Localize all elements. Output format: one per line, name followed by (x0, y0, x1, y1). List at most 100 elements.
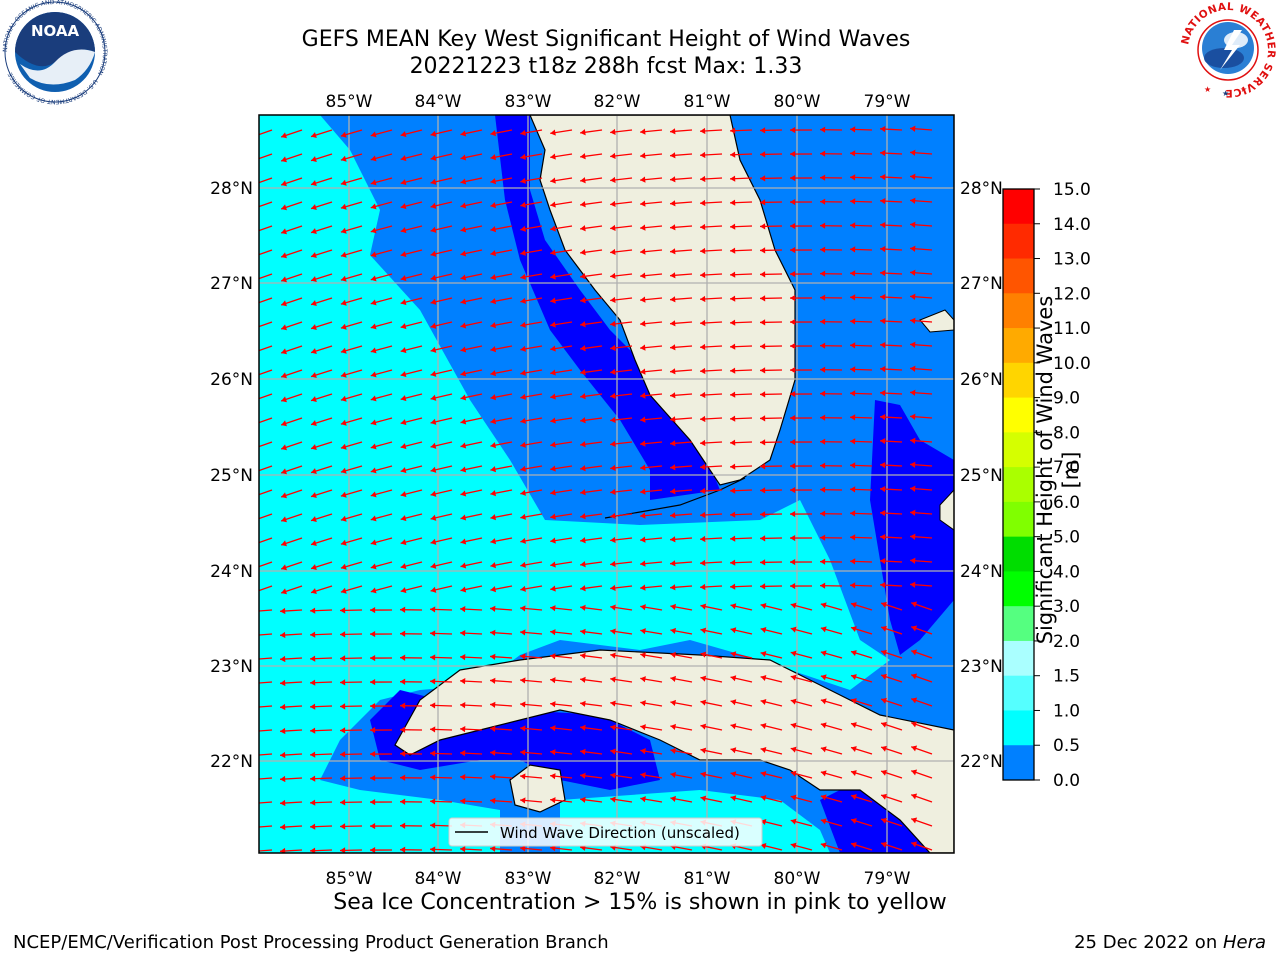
wave-direction-arrow (640, 652, 663, 659)
wave-direction-arrow (369, 846, 393, 853)
wave-direction-arrow (670, 296, 693, 303)
wave-direction-arrow (259, 465, 273, 472)
wave-direction-arrow (699, 295, 723, 303)
wave-direction-arrow (339, 655, 363, 662)
colorbar-segment (1003, 293, 1034, 329)
wave-direction-arrow (369, 726, 393, 734)
wave-direction-arrow (610, 272, 633, 280)
wave-direction-arrow (670, 603, 693, 611)
wave-direction-arrow (430, 129, 453, 137)
wave-direction-arrow (340, 513, 363, 522)
wave-direction-arrow (370, 297, 393, 306)
wave-direction-arrow (370, 177, 393, 186)
wave-direction-arrow (911, 793, 933, 803)
sea-ice-note: Sea Ice Concentration > 15% is shown in … (333, 890, 947, 915)
wave-direction-arrow (729, 367, 753, 374)
colorbar-tick-label: 13.0 (1053, 250, 1091, 270)
wave-direction-arrow (259, 825, 273, 828)
wave-direction-arrow (280, 225, 303, 235)
wave-direction-arrow (259, 561, 273, 568)
wave-direction-arrow (730, 699, 753, 707)
wave-direction-arrow (280, 369, 303, 379)
wave-direction-arrow (400, 153, 423, 162)
lat-tick-label: 22°N (210, 752, 253, 772)
wave-direction-arrow (730, 603, 753, 611)
wave-direction-arrow (850, 746, 873, 755)
wave-direction-arrow (309, 679, 333, 686)
lon-tick-label: 80°W (774, 92, 821, 112)
wave-direction-arrow (850, 674, 873, 683)
wave-direction-arrow (849, 318, 873, 325)
wave-direction-arrow (880, 649, 903, 659)
wave-direction-arrow (369, 630, 393, 638)
wave-direction-arrow (759, 223, 783, 230)
wave-direction-arrow (280, 703, 303, 711)
wave-direction-arrow (580, 724, 603, 731)
wave-direction-arrow (280, 129, 303, 139)
wave-direction-arrow (879, 245, 903, 253)
wave-direction-arrow (490, 489, 513, 497)
wave-direction-arrow (309, 847, 333, 853)
wave-direction-arrow (640, 272, 663, 279)
wave-direction-arrow (700, 771, 723, 779)
wave-direction-arrow (789, 198, 813, 206)
wave-direction-arrow (400, 561, 423, 570)
wave-direction-arrow (430, 537, 453, 545)
wave-direction-arrow (340, 417, 363, 426)
wave-direction-arrow (460, 561, 483, 569)
wave-direction-arrow (490, 653, 513, 660)
wave-direction-arrow (310, 345, 333, 354)
wave-direction-arrow (460, 177, 483, 185)
wave-direction-arrow (550, 725, 573, 732)
wave-direction-arrow (460, 513, 483, 521)
wave-direction-arrow (699, 127, 723, 135)
wave-direction-arrow (640, 128, 663, 135)
colorbar-segment (1003, 745, 1034, 781)
lat-tick-label: 25°N (210, 466, 253, 486)
wave-direction-arrow (760, 746, 783, 755)
wave-direction-arrow (819, 198, 843, 205)
wave-direction-arrow (789, 414, 813, 422)
wave-direction-arrow (370, 537, 393, 546)
wave-direction-arrow (819, 438, 843, 445)
wave-direction-arrow (610, 128, 633, 136)
wave-direction-arrow (400, 177, 423, 186)
wave-direction-arrow (670, 627, 693, 635)
lon-tick-label: 80°W (774, 869, 821, 889)
wave-direction-arrow (849, 126, 873, 133)
wave-direction-arrow (610, 224, 633, 232)
colorbar-tick-label: 14.0 (1053, 215, 1091, 235)
wave-direction-arrow (429, 654, 453, 661)
wave-direction-arrow (429, 606, 453, 613)
wave-direction-arrow (610, 628, 633, 635)
wave-direction-arrow (879, 533, 903, 541)
wave-direction-arrow (610, 536, 633, 544)
chart-title-line2: 20221223 t18z 288h fcst Max: 1.33 (409, 54, 803, 79)
wave-direction-arrow (789, 390, 813, 398)
wave-direction-arrow (760, 674, 783, 683)
lon-tick-label: 82°W (594, 92, 641, 112)
wave-direction-arrow (339, 751, 363, 758)
wave-direction-arrow (460, 537, 483, 545)
lat-tick-label: 24°N (960, 562, 1003, 582)
wave-direction-arrow (430, 441, 453, 449)
wave-direction-arrow (850, 602, 873, 611)
wave-direction-arrow (580, 465, 603, 472)
wave-direction-arrow (910, 533, 933, 540)
wave-direction-arrow (459, 726, 483, 733)
wave-direction-arrow (370, 153, 393, 162)
svg-text:★: ★ (1204, 85, 1211, 94)
wave-direction-arrow (430, 153, 453, 161)
wave-direction-arrow (259, 801, 273, 804)
lon-tick-label: 79°W (864, 92, 911, 112)
wave-direction-arrow (610, 584, 633, 592)
land-bahamas (919, 309, 954, 333)
wave-direction-arrow (520, 653, 543, 660)
wave-direction-arrow (400, 369, 423, 378)
wave-direction-arrow (850, 818, 873, 827)
colorbar-segment (1003, 571, 1034, 607)
wave-direction-arrow (670, 699, 693, 707)
wave-direction-arrow (640, 604, 663, 611)
wave-direction-arrow (910, 149, 933, 156)
wave-direction-arrow (490, 773, 513, 780)
